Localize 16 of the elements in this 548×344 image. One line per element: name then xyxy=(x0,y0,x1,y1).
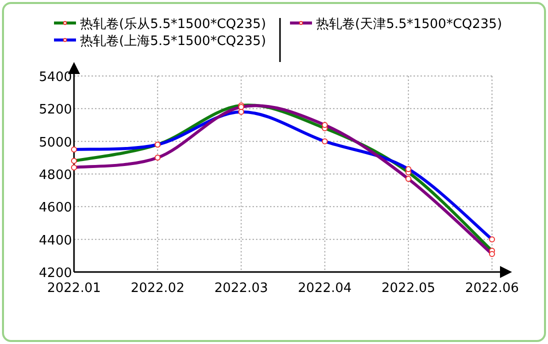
y-tick-label: 4400 xyxy=(38,233,72,248)
y-tick-label: 4200 xyxy=(38,266,72,281)
legend-label: 热轧卷(上海5.5*1500*CQ235) xyxy=(80,34,266,49)
y-tick-label: 4600 xyxy=(38,200,72,216)
legend-label: 热轧卷(乐从5.5*1500*CQ235) xyxy=(80,17,266,32)
x-tick-label: 2022.04 xyxy=(298,281,352,296)
x-tick-label: 2022.05 xyxy=(382,281,436,296)
y-tick-label: 4800 xyxy=(38,168,72,183)
legend-label: 热轧卷(天津5.5*1500*CQ235) xyxy=(316,17,502,32)
x-tick-label: 2022.01 xyxy=(47,281,101,296)
y-tick-label: 5000 xyxy=(38,135,72,150)
y-tick-label: 5400 xyxy=(38,70,72,85)
x-tick-label: 2022.06 xyxy=(465,281,519,296)
y-tick-label: 5200 xyxy=(38,102,72,118)
x-tick-label: 2022.03 xyxy=(214,281,268,296)
x-tick-label: 2022.02 xyxy=(130,281,184,296)
